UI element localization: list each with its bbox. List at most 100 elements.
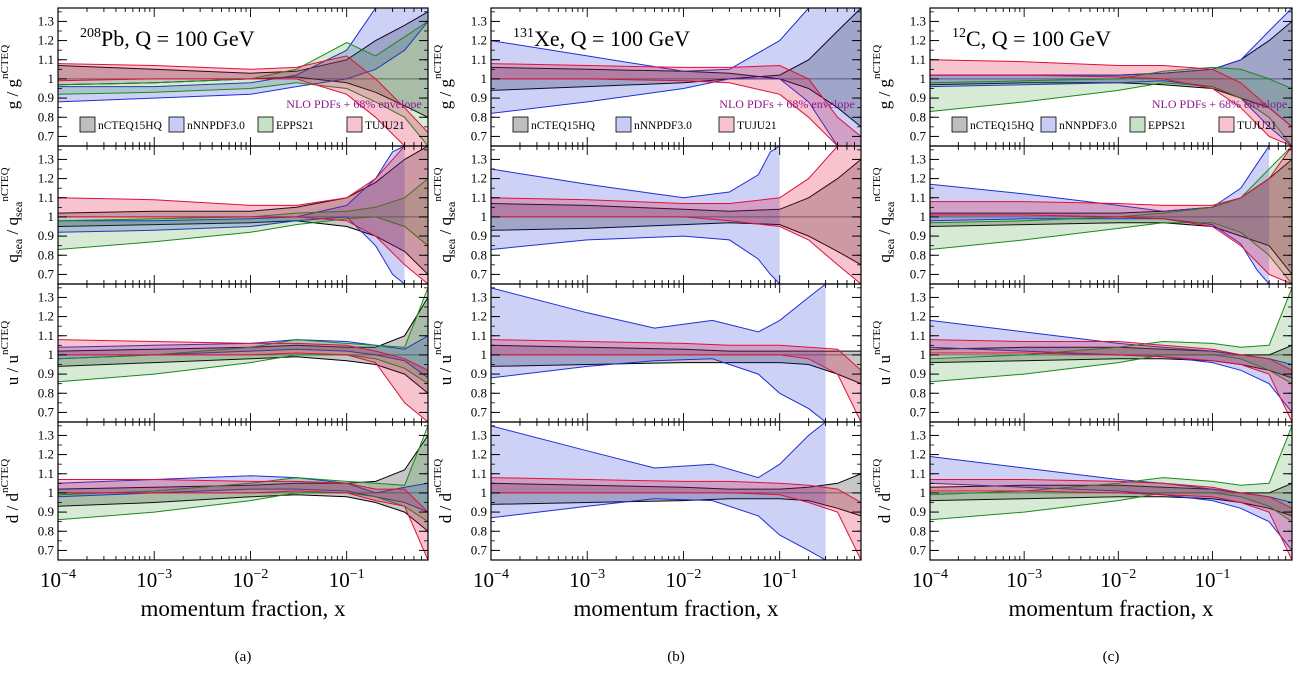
y-tick-label: 1.1 <box>38 52 54 67</box>
y-tick-label: 0.8 <box>910 523 926 538</box>
band-upper-nNNPDF3.0 <box>58 8 428 88</box>
band-upper-nCTEQ15HQ <box>58 435 428 490</box>
band-upper-nNNPDF3.0 <box>491 422 826 479</box>
band-nCTEQ15HQ <box>491 473 861 516</box>
y-axis-label: u / unCTEQ <box>432 321 455 386</box>
legend-swatch-EPPS21 <box>257 116 274 133</box>
band-nNNPDF3.0 <box>491 8 861 146</box>
y-tick-label: 1.3 <box>910 13 926 28</box>
panel-g: 0.7 0.8 0.9 1 1.1 1.2 1.3 g / gnCTEQ 208Pb, Q = … <box>0 7 429 147</box>
y-tick-label: 0.8 <box>471 523 487 538</box>
band-EPPS21 <box>58 287 428 384</box>
y-tick-label: 1 <box>920 485 927 500</box>
band-lower-nNNPDF3.0 <box>491 358 826 422</box>
y-tick-label: 0.7 <box>910 542 927 557</box>
band-lower-TUJU21 <box>58 216 428 284</box>
band-upper-nNNPDF3.0 <box>491 146 780 199</box>
legend-swatch-EPPS21 <box>1129 116 1146 133</box>
panel-title: 12C, Q = 100 GeV <box>952 26 1111 51</box>
band-lower-TUJU21 <box>58 490 428 560</box>
y-tick-label: 0.9 <box>910 366 926 381</box>
subfigure-caption: (b) <box>667 649 685 665</box>
band-nNNPDF3.0 <box>491 422 826 560</box>
y-tick-label: 1.3 <box>910 427 926 442</box>
band-lower-nCTEQ15HQ <box>491 498 861 517</box>
y-axis-label: g / gnCTEQ <box>0 45 22 110</box>
y-tick-label: 0.8 <box>38 523 54 538</box>
band-TUJU21 <box>58 55 428 146</box>
y-tick-label: 1.1 <box>471 328 487 343</box>
band-lower-nNNPDF3.0 <box>58 21 428 103</box>
panel-u: 0.7 0.8 0.9 1 1.1 1.2 1.3 u / unCTEQ <box>432 283 862 423</box>
legend-label-EPPS21: EPPS21 <box>276 120 314 132</box>
band-upper-nCTEQ15HQ <box>491 473 861 490</box>
x-tick-label: 10−4 <box>40 567 76 592</box>
x-axis-label: momentum fraction, x <box>1008 596 1214 621</box>
band-lower-nCTEQ15HQ <box>58 220 428 275</box>
y-tick-label: 0.8 <box>471 109 487 124</box>
y-axis-label: d / dnCTEQ <box>0 459 22 524</box>
band-upper-nNNPDF3.0 <box>58 475 428 494</box>
legend-swatch-TUJU21 <box>346 116 363 133</box>
band-lower-nNNPDF3.0 <box>491 498 826 560</box>
legend-label-nCTEQ15HQ: nCTEQ15HQ <box>970 120 1035 132</box>
x-tick-label: 10−3 <box>136 567 172 592</box>
y-tick-label: 1.2 <box>910 447 926 462</box>
y-tick-label: 1 <box>48 347 55 362</box>
band-lower-TUJU21 <box>930 352 1292 422</box>
y-axis-label: d / dnCTEQ <box>871 459 894 524</box>
band-lower-TUJU21 <box>930 74 1292 146</box>
y-tick-label: 0.9 <box>471 90 487 105</box>
legend-label-TUJU21: TUJU21 <box>365 120 405 132</box>
panel-title: 131Xe, Q = 100 GeV <box>513 26 690 51</box>
band-upper-EPPS21 <box>58 20 428 86</box>
y-tick-label: 0.8 <box>910 247 926 262</box>
y-tick-label: 0.9 <box>38 228 54 243</box>
panel-g: 0.7 0.8 0.9 1 1.1 1.2 1.3 g / gnCTEQ 131Xe, Q = … <box>432 7 862 147</box>
y-tick-label: 1.3 <box>38 151 54 166</box>
y-tick-label: 1 <box>920 209 927 224</box>
band-lower-nNNPDF3.0 <box>58 348 428 379</box>
y-tick-label: 1.3 <box>471 289 487 304</box>
y-tick-label: 1.3 <box>38 13 54 28</box>
band-upper-TUJU21 <box>58 55 428 133</box>
y-tick-label: 1.1 <box>910 328 926 343</box>
y-axis-label: u / unCTEQ <box>0 321 22 386</box>
band-nNNPDF3.0 <box>58 335 428 378</box>
legend-swatch-TUJU21 <box>718 116 735 133</box>
y-tick-label: 1 <box>920 347 927 362</box>
y-tick-label: 0.8 <box>910 385 926 400</box>
y-tick-label: 1 <box>481 71 488 86</box>
band-TUJU21 <box>930 339 1292 422</box>
band-lower-EPPS21 <box>930 82 1292 146</box>
y-tick-label: 0.9 <box>38 504 54 519</box>
band-upper-TUJU21 <box>58 146 428 206</box>
y-tick-label: 1.3 <box>471 427 487 442</box>
subfigure-caption: (c) <box>1103 649 1120 665</box>
legend-label-TUJU21: TUJU21 <box>1237 120 1277 132</box>
band-upper-nCTEQ15HQ <box>491 66 861 128</box>
x-tick-label: 10−3 <box>569 567 605 592</box>
y-axis-label: qsea / qseanCTEQ <box>871 167 897 262</box>
band-EPPS21 <box>930 67 1292 146</box>
y-tick-label: 1 <box>481 347 488 362</box>
band-EPPS21 <box>58 21 428 146</box>
panel-q_sea: 0.7 0.8 0.9 1 1.1 1.2 1.3 qsea / qseanCTEQ <box>0 145 429 285</box>
x-tick-label: 10−2 <box>665 567 701 592</box>
legend-swatch-TUJU21 <box>1218 116 1235 133</box>
band-upper-TUJU21 <box>930 479 1292 509</box>
band-upper-TUJU21 <box>930 146 1292 206</box>
legend-swatch-nNNPDF3.0 <box>168 116 185 133</box>
y-tick-label: 0.9 <box>38 366 54 381</box>
legend-swatch-nNNPDF3.0 <box>1040 116 1057 133</box>
panel-g: 0.7 0.8 0.9 1 1.1 1.2 1.3 g / gnCTEQ 12C, Q = 10… <box>871 7 1293 147</box>
y-tick-label: 0.7 <box>38 542 55 557</box>
band-lower-TUJU21 <box>491 78 861 146</box>
band-lower-TUJU21 <box>491 354 861 422</box>
x-tick-label: 10−2 <box>232 567 268 592</box>
band-TUJU21 <box>491 339 861 422</box>
y-tick-label: 1.1 <box>471 466 487 481</box>
band-upper-nCTEQ15HQ <box>58 297 428 352</box>
